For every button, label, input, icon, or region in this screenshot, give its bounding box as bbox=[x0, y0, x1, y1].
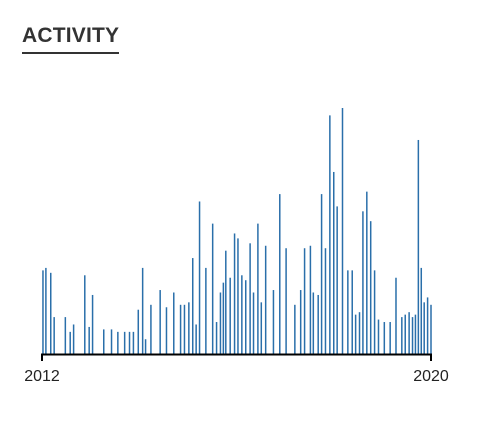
bar bbox=[103, 329, 105, 354]
bar bbox=[188, 302, 190, 354]
bar bbox=[414, 314, 417, 354]
bar bbox=[225, 250, 227, 354]
bar bbox=[233, 233, 236, 354]
bar bbox=[303, 248, 306, 354]
bar bbox=[341, 108, 344, 354]
bar bbox=[329, 115, 331, 354]
bar bbox=[215, 322, 218, 354]
bar bbox=[366, 191, 368, 354]
bar bbox=[219, 292, 222, 354]
bar bbox=[257, 223, 259, 354]
bar bbox=[183, 304, 186, 354]
bar bbox=[423, 302, 425, 354]
bar bbox=[211, 223, 214, 354]
bar bbox=[383, 322, 386, 354]
bar bbox=[411, 317, 414, 354]
bar bbox=[404, 314, 406, 354]
bar bbox=[205, 267, 207, 354]
bar bbox=[309, 245, 312, 354]
bar bbox=[64, 317, 67, 354]
bar bbox=[272, 290, 275, 354]
bar bbox=[351, 270, 353, 354]
bar bbox=[165, 307, 168, 354]
bar bbox=[299, 290, 302, 354]
bars-group bbox=[42, 108, 432, 354]
bar bbox=[72, 324, 75, 354]
bar bbox=[191, 258, 194, 354]
bar bbox=[320, 194, 323, 354]
bar bbox=[354, 314, 357, 354]
bar bbox=[430, 304, 432, 354]
bar bbox=[312, 292, 315, 354]
bar bbox=[395, 277, 397, 354]
bar bbox=[285, 248, 287, 354]
x-tick-label-end: 2020 bbox=[413, 368, 449, 385]
bar bbox=[408, 312, 410, 354]
bar bbox=[389, 322, 391, 354]
x-tick-label-start: 2012 bbox=[24, 368, 60, 385]
bar bbox=[110, 329, 113, 354]
bar bbox=[426, 297, 429, 354]
bar bbox=[173, 292, 175, 354]
bar bbox=[401, 317, 403, 354]
bar bbox=[198, 201, 201, 354]
bar bbox=[244, 280, 247, 354]
bar bbox=[69, 331, 71, 354]
bar bbox=[417, 139, 420, 354]
bar bbox=[241, 275, 243, 354]
bar bbox=[222, 282, 225, 354]
bar bbox=[128, 331, 131, 354]
bar bbox=[347, 270, 349, 354]
bar bbox=[358, 312, 361, 354]
bar bbox=[84, 275, 86, 354]
bar bbox=[137, 309, 140, 354]
bar bbox=[369, 221, 372, 354]
chart-title: ACTIVITY bbox=[22, 24, 120, 54]
bar bbox=[159, 290, 161, 354]
bar bbox=[144, 339, 147, 354]
bar bbox=[260, 302, 263, 354]
bar bbox=[373, 270, 376, 354]
bar bbox=[229, 277, 231, 354]
bar bbox=[294, 304, 296, 354]
bar bbox=[195, 324, 197, 354]
bar bbox=[237, 238, 239, 354]
bar bbox=[88, 326, 90, 354]
bar bbox=[333, 171, 335, 354]
bar bbox=[249, 243, 251, 354]
bar bbox=[53, 317, 55, 354]
bar bbox=[317, 294, 319, 354]
bar bbox=[117, 331, 119, 354]
bar bbox=[150, 304, 152, 354]
bar bbox=[336, 206, 338, 354]
bar bbox=[252, 292, 255, 354]
bar bbox=[45, 267, 47, 354]
bar bbox=[279, 194, 281, 354]
bar bbox=[377, 319, 380, 354]
bar bbox=[264, 245, 267, 354]
bar bbox=[362, 211, 364, 354]
bar bbox=[179, 304, 182, 354]
bar bbox=[42, 270, 44, 354]
bar bbox=[132, 331, 135, 354]
bar bbox=[91, 294, 94, 354]
bar bbox=[50, 272, 52, 354]
bar bbox=[420, 267, 423, 354]
bar bbox=[141, 267, 144, 354]
bar bbox=[123, 331, 126, 354]
bar bbox=[324, 248, 327, 354]
